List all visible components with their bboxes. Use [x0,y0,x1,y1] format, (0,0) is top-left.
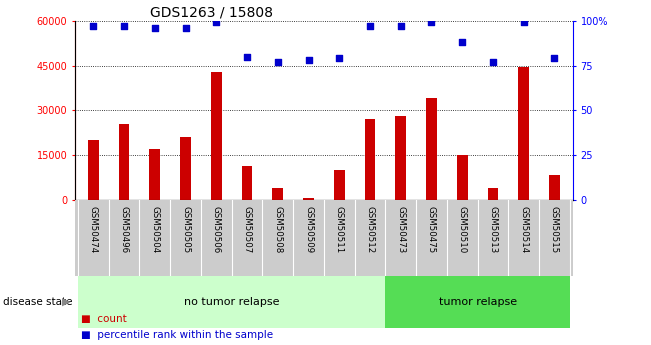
Text: GSM50496: GSM50496 [120,206,128,253]
Text: GSM50509: GSM50509 [304,206,313,253]
Text: ■  percentile rank within the sample: ■ percentile rank within the sample [81,330,273,340]
Bar [488,188,498,200]
Bar [272,188,283,200]
Text: GSM50506: GSM50506 [212,206,221,254]
Point [273,59,283,65]
Text: ■  count: ■ count [81,314,127,324]
Bar [303,198,314,200]
Text: ▶: ▶ [62,297,70,307]
Text: tumor relapse: tumor relapse [439,297,517,307]
Point [518,20,529,25]
Text: disease state: disease state [3,297,73,307]
Text: GSM50504: GSM50504 [150,206,159,254]
Point [180,25,191,31]
Text: no tumor relapse: no tumor relapse [184,297,279,307]
Point [211,20,221,25]
Text: GSM50510: GSM50510 [458,206,467,254]
Point [426,20,437,25]
Point [242,54,252,59]
Text: GSM50505: GSM50505 [181,206,190,254]
Text: GSM50515: GSM50515 [550,206,559,254]
Bar [88,140,99,200]
Bar [150,149,160,200]
Bar [457,155,467,200]
Text: GSM50512: GSM50512 [365,206,374,254]
Text: GSM50474: GSM50474 [89,206,98,254]
Point [396,23,406,29]
Text: GSM50507: GSM50507 [243,206,251,254]
Bar [385,276,570,328]
Text: GSM50513: GSM50513 [488,206,497,254]
Bar [211,71,221,200]
Bar [118,124,130,200]
Point [549,56,560,61]
Bar [549,175,560,200]
Bar [426,98,437,200]
Text: GSM50508: GSM50508 [273,206,283,254]
Point [334,56,344,61]
Text: GSM50514: GSM50514 [519,206,528,254]
Bar [78,276,385,328]
Text: GDS1263 / 15808: GDS1263 / 15808 [150,6,273,20]
Point [88,23,98,29]
Point [150,25,160,31]
Text: GSM50473: GSM50473 [396,206,405,254]
Bar [395,116,406,200]
Point [457,39,467,45]
Bar [518,67,529,200]
Point [119,23,130,29]
Bar [365,119,376,200]
Point [488,59,498,65]
Text: GSM50511: GSM50511 [335,206,344,254]
Text: GSM50475: GSM50475 [427,206,436,254]
Bar [334,170,344,200]
Bar [180,137,191,200]
Point [365,23,375,29]
Point [303,57,314,63]
Bar [242,166,253,200]
